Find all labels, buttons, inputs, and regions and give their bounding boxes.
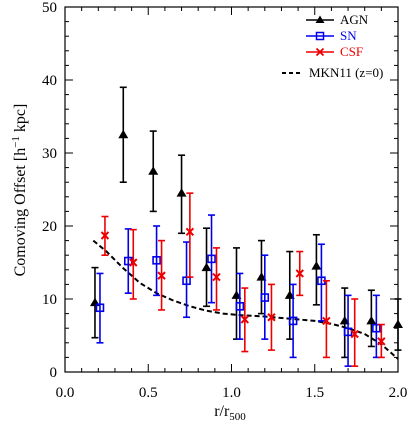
data-point <box>118 86 129 183</box>
y-tick-label: 10 <box>42 292 57 308</box>
legend-label-csf: CSF <box>340 44 363 59</box>
x-axis-label-main: r/r <box>214 403 230 420</box>
cross-marker <box>377 337 386 346</box>
legend-entry-agn: AGN <box>306 12 369 27</box>
y-axis-label-superscript: −1 <box>10 136 22 148</box>
data-point <box>152 225 161 297</box>
data-point <box>207 214 216 304</box>
axis-ticks <box>64 6 399 373</box>
cross-marker <box>350 329 359 339</box>
triangle-marker <box>148 166 159 175</box>
y-tick-label: 0 <box>50 365 58 381</box>
data-point <box>212 247 221 311</box>
y-tick-label: 40 <box>42 73 57 89</box>
data-point <box>185 192 195 278</box>
series-csf <box>100 192 386 367</box>
data-point <box>100 215 110 256</box>
square-marker <box>372 323 381 333</box>
triangle-marker <box>284 290 295 299</box>
triangle-marker <box>311 261 322 270</box>
data-point <box>240 287 250 353</box>
series-sn <box>95 214 381 367</box>
legend-entry-csf: CSF <box>306 44 363 59</box>
data-point <box>311 233 322 306</box>
square-marker <box>260 293 270 302</box>
cross-marker <box>100 231 110 240</box>
cross-marker <box>212 272 221 282</box>
data-point <box>129 228 138 300</box>
square-marker <box>288 316 298 326</box>
data-point <box>260 254 270 340</box>
x-axis-label: r/r500 <box>214 403 246 423</box>
legend-label-agn: AGN <box>340 12 369 27</box>
cross-marker <box>157 271 166 280</box>
triangle-marker <box>339 315 350 325</box>
cross-marker <box>129 258 138 267</box>
triangle-marker <box>231 290 242 299</box>
triangle-marker <box>256 272 267 281</box>
y-tick-label: 30 <box>42 146 57 162</box>
cross-marker <box>267 313 276 322</box>
data-point <box>95 272 105 344</box>
triangle-marker <box>366 315 377 325</box>
data-point <box>176 154 187 235</box>
legend-entry-sn: SN <box>306 28 357 43</box>
x-tick-label: 0.0 <box>56 385 75 401</box>
y-axis-label-post: kpc] <box>12 104 29 136</box>
square-marker <box>95 303 105 313</box>
series-agn <box>89 86 403 359</box>
legend-label-sn: SN <box>340 28 357 43</box>
square-marker <box>152 256 161 265</box>
y-axis-label-pre: Comoving Offset [h <box>12 148 29 277</box>
legend: AGN SN CSF MKN11 (z=0) <box>282 12 383 80</box>
data-point <box>339 287 350 359</box>
cross-marker <box>322 316 331 326</box>
triangle-marker <box>201 262 212 272</box>
data-point <box>288 283 298 359</box>
data-point <box>295 250 304 297</box>
cross-marker <box>185 227 195 237</box>
data-point <box>231 247 242 340</box>
data-point <box>267 283 276 351</box>
legend-label-model: MKN11 (z=0) <box>309 65 383 80</box>
data-point <box>157 239 166 311</box>
data-point <box>366 289 377 348</box>
data-point <box>377 323 386 359</box>
data-point <box>148 130 159 213</box>
x-tick-label: 0.5 <box>139 385 158 401</box>
square-marker-icon <box>315 31 325 41</box>
data-point <box>372 294 381 359</box>
cross-marker <box>240 315 250 324</box>
triangle-marker-icon <box>315 15 325 23</box>
cross-marker-icon <box>315 47 325 57</box>
y-tick-label: 50 <box>42 0 57 16</box>
tick-labels: 0.0 0.5 1.0 1.5 2.0 0 10 20 30 40 50 <box>42 0 407 401</box>
x-axis-label-subscript: 500 <box>229 411 246 423</box>
data-point <box>235 272 245 340</box>
y-axis-label: Comoving Offset [h−1 kpc] <box>10 104 29 277</box>
x-tick-label: 2.0 <box>389 385 408 401</box>
square-marker <box>235 301 245 311</box>
y-tick-label: 20 <box>42 219 57 235</box>
data-point <box>350 298 359 367</box>
plot-area <box>89 86 403 367</box>
legend-entry-model: MKN11 (z=0) <box>282 65 383 80</box>
data-point <box>201 227 212 308</box>
data-point <box>322 279 331 359</box>
square-marker <box>207 254 216 264</box>
x-tick-label: 1.0 <box>222 385 241 401</box>
triangle-marker <box>118 129 129 139</box>
cross-marker <box>295 269 304 278</box>
triangle-marker <box>176 188 187 197</box>
x-tick-label: 1.5 <box>305 385 324 401</box>
